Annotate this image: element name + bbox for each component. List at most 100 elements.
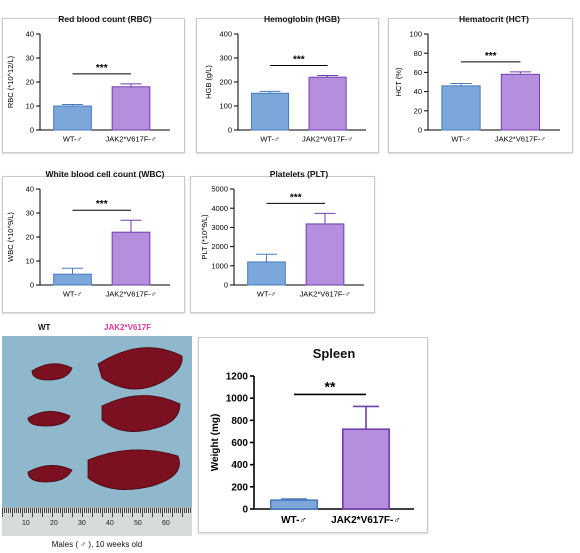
plt-chart: Platelets (PLT) 0 1000 2000 3000 4000 5000 PLT… [200,169,364,299]
ruler-tick [186,508,187,513]
ruler-tick [22,508,23,517]
y-tick-label: 1000 [226,394,249,405]
chart-svg: 0 10 20 30 40 WBC (*10^9/L) WT-♂ JAK2*V617F-♂ **… [6,185,170,299]
ruler-tick [190,508,191,513]
ruler-tick [66,508,67,513]
spleen-photo: 10 20 30 40 50 60 [2,336,192,536]
y-tick-label: 40 [26,185,34,194]
y-tick-label: 5000 [211,185,228,194]
ruler-tick [96,508,97,513]
ruler-tick [140,508,141,513]
wbc-card [2,176,185,313]
ruler-tick [106,508,107,513]
bar [308,76,347,131]
x-tick-label: WT-♂ [260,135,279,144]
ruler-tick [116,508,117,513]
ruler-tick [188,508,189,513]
ruler-tick [70,508,71,513]
ruler-tick [184,508,185,513]
x-tick-label: JAK2*V617F-♂ [495,135,546,144]
y-tick-label: 3000 [211,223,228,232]
ruler-tick [36,508,37,513]
x-tick-label: WT-♂ [63,290,82,299]
ruler-tick [42,508,43,517]
ruler-tick [72,508,73,517]
ruler-tick [40,508,41,513]
y-tick-label: 400 [231,460,248,471]
bar [111,231,151,286]
chart-title: Hemoglobin (HGB) [263,14,341,24]
ruler-tick [60,508,61,513]
ruler-tick [24,508,25,513]
ruler-tick [94,508,95,513]
ruler-tick [48,508,49,513]
hgb-chart: Hemoglobin (HGB) 0 100 200 300 400 HGB (g/L) W… [204,14,366,144]
y-tick-label: 80 [414,49,422,58]
x-tick-label: JAK2*V617F-♂ [105,290,156,299]
ruler-tick [12,508,13,517]
chart-title: Platelets (PLT) [269,169,329,179]
bar [342,428,391,510]
y-tick-label: 300 [219,54,232,63]
y-axis-label: Weight (mg) [210,414,221,472]
ruler-tick [170,508,171,513]
significance-label: *** [96,199,108,210]
ruler-tick [62,508,63,517]
ruler-tick [104,508,105,513]
bar [441,85,481,131]
x-tick-label: WT-♂ [281,515,307,526]
ruler-tick [18,508,19,513]
y-tick-label: 60 [414,68,422,77]
ruler-tick [92,508,93,517]
ruler-number: 50 [134,520,142,527]
ruler-tick [176,508,177,513]
ruler-tick [138,508,139,513]
x-tick-label: JAK2*V617F-♂ [299,290,350,299]
ruler-tick [90,508,91,513]
ruler-tick [34,508,35,513]
ruler-tick [124,508,125,513]
y-tick-label: 1000 [211,261,228,270]
ruler: 10 20 30 40 50 60 [2,507,192,536]
wt-spleen-2 [27,411,71,427]
y-tick-label: 20 [26,233,34,242]
ruler-tick [146,508,147,513]
ruler-tick [100,508,101,513]
ruler-tick [126,508,127,513]
ruler-tick [148,508,149,513]
bar [250,92,290,131]
ruler-tick [162,508,163,517]
y-tick-label: 200 [219,78,232,87]
ruler-tick [20,508,21,513]
chart-svg: 0 100 200 300 400 HGB (g/L) WT-♂ JAK2*V617F-♂ **… [204,30,366,144]
y-tick-label: 40 [414,87,422,96]
bar [53,273,92,286]
y-tick-label: 40 [26,30,34,39]
ruler-tick [122,508,123,517]
ruler-tick [74,508,75,513]
bar [53,105,92,131]
ruler-tick [78,508,79,513]
y-tick-label: 400 [219,30,232,39]
ruler-tick [52,508,53,517]
ruler-tick [168,508,169,513]
ruler-tick [128,508,129,513]
x-tick-label: JAK2*V617F-♂ [105,135,156,144]
spleen-chart: Spleen 0 200 400 600 800 1000 1200 Weight (mg) W… [210,346,414,526]
ruler-tick [98,508,99,513]
y-tick-label: 800 [231,416,248,427]
spleen-photo-svg [27,347,183,490]
ruler-tick [166,508,167,513]
ruler-number: 30 [78,520,86,527]
chart-title: Hematocrit (HCT) [459,14,529,24]
ruler-tick [102,508,103,517]
y-axis-label: HCT (%) [394,67,403,97]
y-tick-label: 0 [228,126,232,135]
ruler-tick [114,508,115,513]
significance-label: *** [293,55,305,66]
x-tick-label: WT-♂ [451,135,470,144]
photo-caption: Males ( ♂ ), 10 weeks old [51,540,143,549]
ruler-tick [180,508,181,513]
ruler-tick [38,508,39,513]
ruler-number: 20 [50,520,58,527]
